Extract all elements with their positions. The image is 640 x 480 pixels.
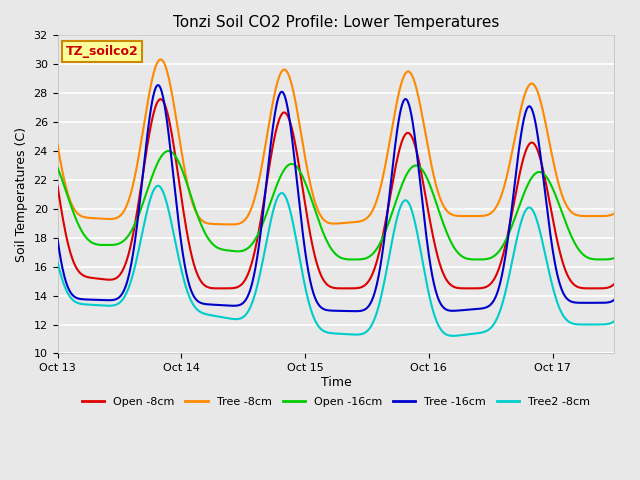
X-axis label: Time: Time (321, 376, 351, 389)
Legend: Open -8cm, Tree -8cm, Open -16cm, Tree -16cm, Tree2 -8cm: Open -8cm, Tree -8cm, Open -16cm, Tree -… (77, 393, 595, 411)
Y-axis label: Soil Temperatures (C): Soil Temperatures (C) (15, 127, 28, 262)
Title: Tonzi Soil CO2 Profile: Lower Temperatures: Tonzi Soil CO2 Profile: Lower Temperatur… (173, 15, 499, 30)
Text: TZ_soilco2: TZ_soilco2 (66, 45, 139, 58)
